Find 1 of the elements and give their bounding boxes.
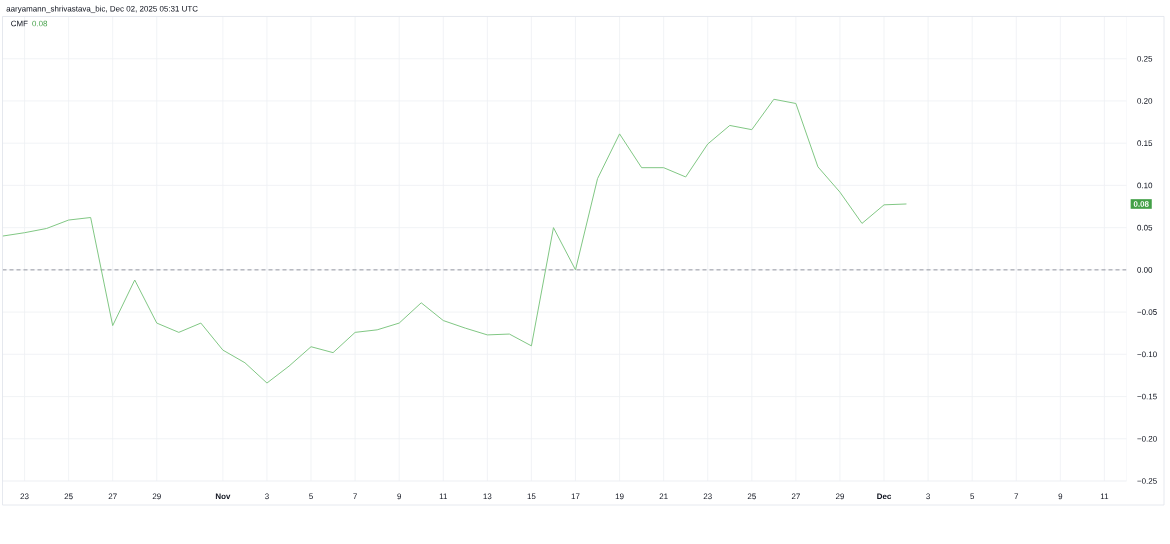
line-series xyxy=(2,98,907,384)
